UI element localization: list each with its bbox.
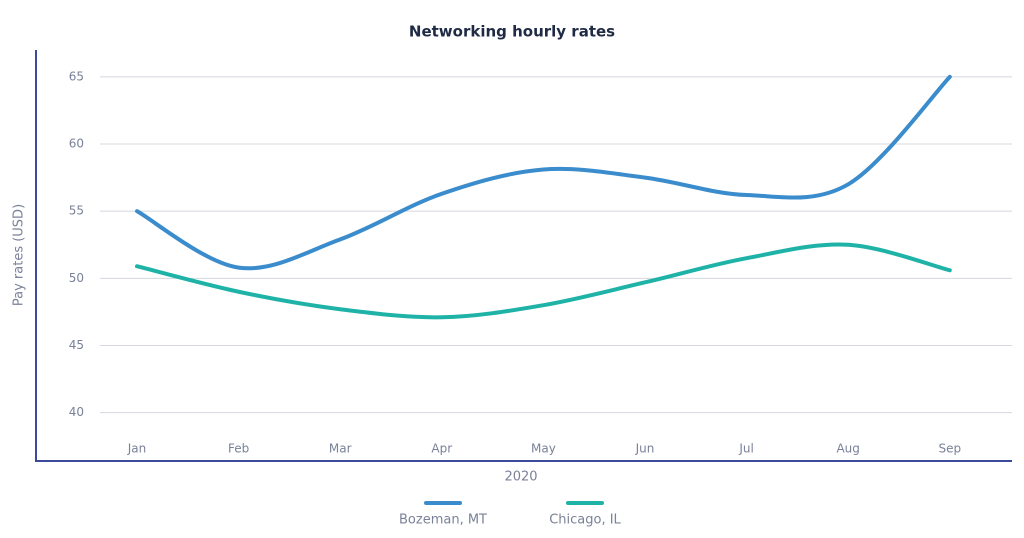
chart-title: Networking hourly rates [409,23,615,41]
x-tick-label: Jun [635,442,655,456]
x-tick-label: Aug [836,442,859,456]
y-axis-label: Pay rates (USD) [12,204,27,306]
y-tick-label: 50 [69,271,84,285]
y-tick-label: 45 [69,338,84,352]
series-line [135,242,952,320]
y-tick-label: 55 [69,204,84,218]
y-tick-label: 40 [69,405,84,419]
y-tick-label: 65 [69,69,84,83]
x-axis-label: 2020 [504,470,537,485]
x-tick-label: Jul [738,442,753,456]
legend-label: Bozeman, MT [399,513,487,528]
legend-label: Chicago, IL [549,513,621,528]
series-line [135,74,952,271]
x-tick-label: Mar [329,442,352,456]
y-tick-label: 60 [69,137,84,151]
x-tick-label: Jan [127,442,147,456]
x-tick-label: Feb [228,442,249,456]
x-tick-label: Apr [431,442,452,456]
x-tick-label: Sep [938,442,961,456]
x-tick-label: May [531,442,556,456]
